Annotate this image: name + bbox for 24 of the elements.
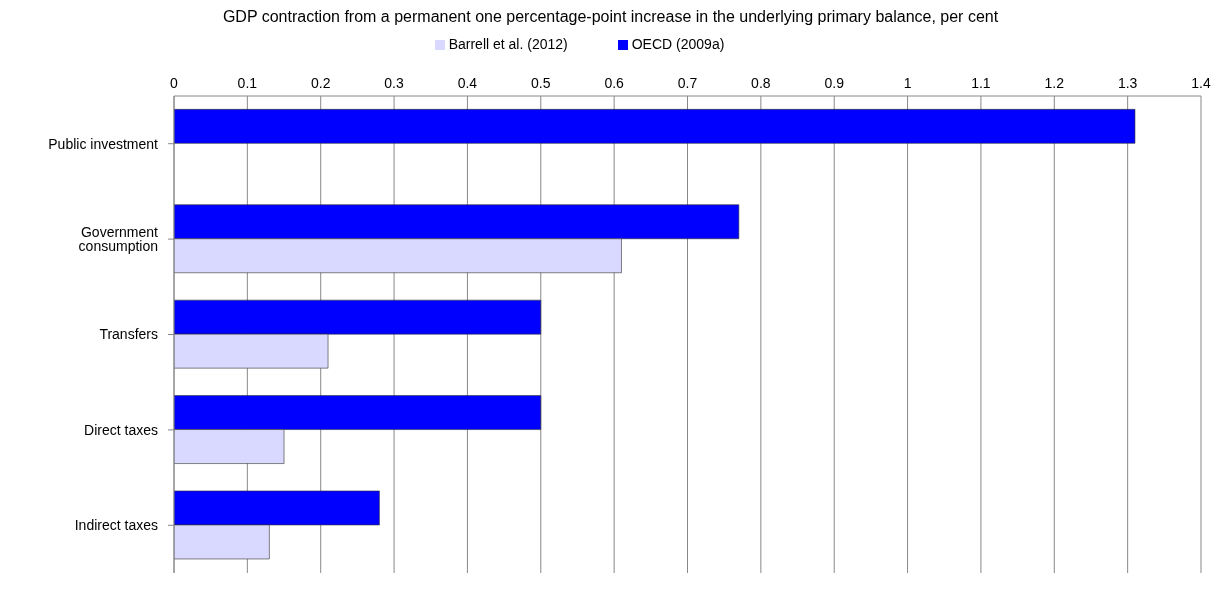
y-tick-label: Direct taxes: [84, 421, 158, 438]
x-tick-label: 0.3: [384, 75, 405, 91]
x-tick-label: 0.9: [824, 75, 845, 91]
x-tick-label: 1.3: [1117, 75, 1138, 91]
bar: [174, 109, 1136, 144]
x-tick-label: 1: [903, 75, 912, 91]
x-tick-label: 0.1: [237, 75, 258, 91]
x-tick-label: 1.2: [1044, 75, 1065, 91]
legend-label: Barrell et al. (2012): [448, 36, 568, 52]
legend-label: OECD (2009a): [631, 36, 725, 52]
chart-title: GDP contraction from a permanent one percentage-point increase in the underlying primary balance, per cent: [221, 8, 1000, 26]
x-tick-label: 0: [170, 75, 179, 91]
x-tick-label: 1.4: [1191, 75, 1211, 91]
x-tick-label: 0.7: [677, 75, 698, 91]
x-tick-label: 1.1: [971, 75, 991, 91]
x-tick-label: 0.2: [310, 75, 331, 91]
x-tick-label: 0.8: [751, 75, 771, 91]
x-tick-label: 0.5: [531, 75, 551, 91]
y-tick-label: Public investment: [48, 135, 159, 152]
y-tick-label: Government consumption: [78, 224, 159, 255]
x-tick-label: 0.4: [457, 75, 478, 91]
x-tick-label: 0.6: [604, 75, 625, 91]
y-tick-label: Indirect taxes: [74, 517, 158, 534]
y-tick-label: Transfers: [99, 326, 158, 343]
